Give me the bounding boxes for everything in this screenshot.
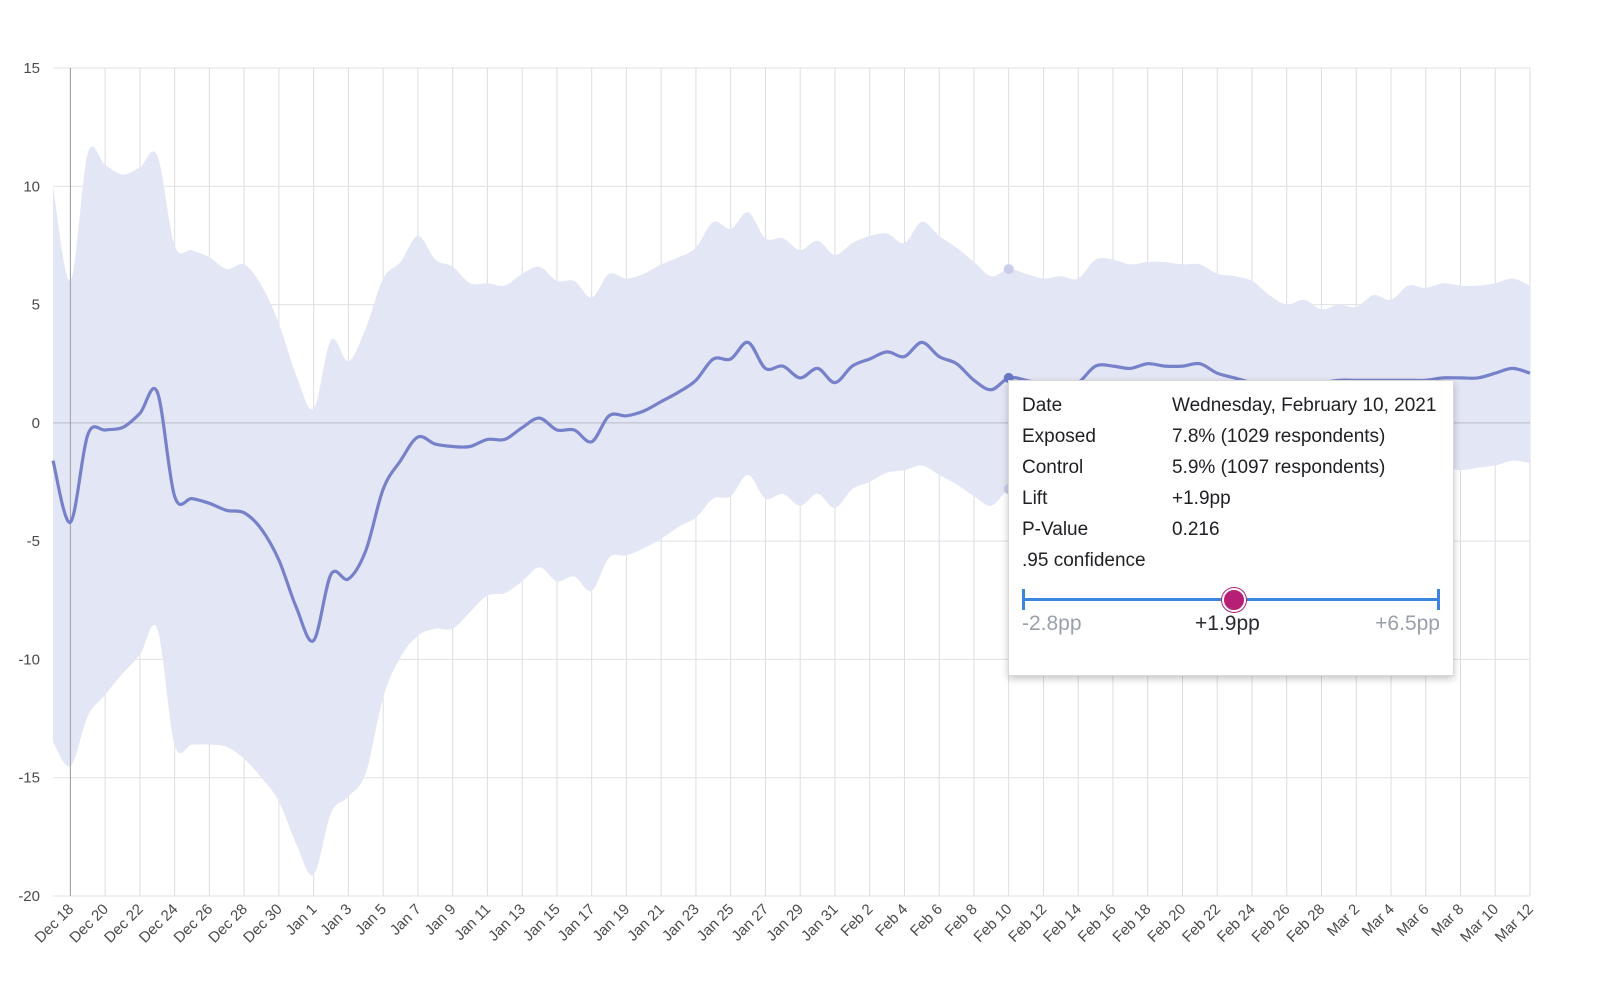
x-tick-label: Jan 7 — [387, 901, 425, 939]
x-tick-label: Jan 3 — [317, 901, 355, 939]
tooltip-value: 5.9% (1097 respondents) — [1172, 457, 1386, 478]
ci-low-cap — [1022, 589, 1025, 610]
x-tick-label: Jan 5 — [352, 901, 390, 939]
ci-mid-label: +1.9pp — [1195, 612, 1260, 635]
x-tick-label: Mar 2 — [1324, 901, 1363, 940]
x-tick-label: Jan 1 — [283, 901, 321, 939]
upper-bound-point — [1003, 264, 1014, 275]
x-tick-label: Jan 21 — [624, 901, 668, 945]
ci-labels: -2.8pp +1.9pp +6.5pp — [1022, 612, 1440, 656]
x-tick-label: Feb 12 — [1005, 901, 1050, 946]
x-tick-label: Jan 23 — [659, 901, 703, 945]
confidence-band — [53, 146, 1530, 876]
x-tick-label: Feb 24 — [1214, 901, 1259, 946]
x-tick-label: Jan 31 — [798, 901, 842, 945]
x-tick-label: Feb 26 — [1249, 901, 1294, 946]
x-tick-label: Feb 14 — [1040, 901, 1085, 946]
y-tick-label: -15 — [18, 770, 40, 787]
x-tick-label: Jan 11 — [451, 901, 494, 944]
x-tick-label: Jan 13 — [485, 901, 529, 945]
ci-high-cap — [1437, 589, 1440, 610]
tooltip-value: 0.216 — [1172, 519, 1220, 540]
tooltip-row-lift: Lift +1.9pp — [1022, 486, 1440, 517]
confidence-interval-bar — [1022, 582, 1440, 626]
x-tick-label: Feb 2 — [837, 901, 876, 940]
tooltip-value: +1.9pp — [1172, 488, 1231, 509]
tooltip-key: Lift — [1022, 488, 1048, 509]
y-tick-label: -20 — [18, 888, 40, 905]
ci-low-label: -2.8pp — [1022, 612, 1082, 635]
tooltip-value: 7.8% (1029 respondents) — [1172, 426, 1386, 447]
tooltip-row-exposed: Exposed 7.8% (1029 respondents) — [1022, 424, 1440, 455]
x-tick-label: Feb 20 — [1144, 901, 1189, 946]
x-tick-label: Feb 10 — [970, 901, 1015, 946]
data-tooltip: Date Wednesday, February 10, 2021 Expose… — [1008, 380, 1454, 676]
tooltip-key: Exposed — [1022, 426, 1096, 447]
ci-high-label: +6.5pp — [1375, 612, 1440, 635]
x-tick-label: Mar 10 — [1457, 901, 1502, 946]
x-tick-label: Jan 29 — [763, 901, 807, 945]
y-tick-label: 5 — [32, 297, 40, 314]
y-tick-label: 15 — [23, 60, 40, 77]
y-tick-label: -10 — [18, 651, 40, 668]
x-tick-label: Jan 17 — [555, 901, 599, 945]
tooltip-row-date: Date Wednesday, February 10, 2021 — [1022, 393, 1440, 424]
tooltip-key: Control — [1022, 457, 1084, 478]
confidence-label: .95 confidence — [1022, 550, 1146, 571]
tooltip-key: Date — [1022, 395, 1063, 416]
tooltip-row-pvalue: P-Value 0.216 — [1022, 517, 1440, 548]
x-tick-label: Mar 4 — [1359, 901, 1398, 940]
x-tick-label: Feb 4 — [872, 901, 911, 940]
tooltip-row-control: Control 5.9% (1097 respondents) — [1022, 455, 1440, 486]
ci-point-estimate-dot — [1222, 588, 1246, 612]
y-tick-labels: 15 10 5 0 -5 -10 -15 -20 — [18, 60, 40, 905]
x-tick-label: Feb 16 — [1075, 901, 1120, 946]
tooltip-key: P-Value — [1022, 519, 1089, 540]
y-tick-label: 0 — [32, 415, 40, 432]
x-tick-label: Jan 19 — [589, 901, 633, 945]
y-tick-label: 10 — [23, 178, 40, 195]
x-tick-label: Mar 6 — [1393, 901, 1432, 940]
x-tick-label: Feb 22 — [1179, 901, 1224, 946]
x-tick-label: Jan 15 — [520, 901, 564, 945]
x-tick-label: Mar 12 — [1492, 901, 1537, 946]
tooltip-value: Wednesday, February 10, 2021 — [1172, 395, 1437, 416]
x-tick-label: Jan 27 — [728, 901, 772, 945]
x-tick-label: Feb 6 — [907, 901, 946, 940]
y-tick-label: -5 — [27, 533, 40, 550]
x-tick-label: Jan 25 — [694, 901, 738, 945]
x-tick-label: Dec 30 — [240, 901, 286, 947]
x-tick-label: Feb 28 — [1283, 901, 1328, 946]
x-tick-label: Feb 18 — [1110, 901, 1155, 946]
